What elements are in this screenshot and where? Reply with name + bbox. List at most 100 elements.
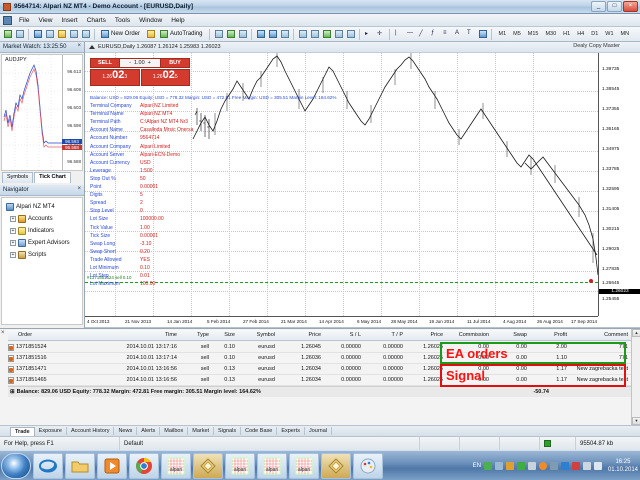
- tray-language[interactable]: EN: [472, 463, 481, 469]
- sell-label[interactable]: SELL: [97, 60, 113, 66]
- zoom-in-icon[interactable]: [255, 29, 266, 40]
- table-row[interactable]: 1371851471 2014.10.01 13:16:56 sell 0.13…: [8, 364, 631, 375]
- col-size[interactable]: Size: [224, 332, 235, 338]
- templates-icon[interactable]: [345, 29, 356, 40]
- metaeditor-icon[interactable]: [145, 29, 156, 40]
- maximize-button[interactable]: □: [607, 1, 622, 12]
- table-row[interactable]: 1371851465 2014.10.01 13:16:56 sell 0.13…: [8, 375, 631, 386]
- period-m30[interactable]: M30: [545, 31, 557, 37]
- market-watch-tick-chart[interactable]: AUDJPY 96.613 96.608 96.603 96.598 96.59…: [1, 54, 83, 171]
- terminal-close-icon[interactable]: ×: [1, 330, 5, 336]
- navigator-item-scripts[interactable]: + Scripts: [4, 249, 80, 261]
- taskbar-item-ie[interactable]: [33, 452, 63, 479]
- data-window-icon[interactable]: [44, 29, 55, 40]
- period-d1[interactable]: D1: [591, 31, 599, 37]
- period-m15[interactable]: M15: [527, 31, 539, 37]
- tab-signals[interactable]: Signals: [214, 427, 242, 435]
- period-m5[interactable]: M5: [513, 31, 521, 37]
- vertical-line-icon[interactable]: |: [394, 30, 397, 36]
- col-comment[interactable]: Comment: [604, 332, 628, 338]
- text-label-icon[interactable]: T: [466, 30, 471, 36]
- volume-field[interactable]: - 1.00 +: [119, 59, 161, 67]
- tray-icon-flag[interactable]: [527, 462, 536, 470]
- taskbar-item-alpari-diamond-2[interactable]: [321, 452, 351, 479]
- tab-exposure[interactable]: Exposure: [35, 427, 67, 435]
- taskbar-item-alpari-2[interactable]: alpari: [225, 452, 255, 479]
- chart-x-axis[interactable]: 4 Oct 2013 21 Nov 2013 14 Jan 2014 5 Feb…: [85, 316, 598, 328]
- tab-journal[interactable]: Journal: [305, 427, 333, 435]
- sell-price-button[interactable]: 1.26 02 3: [90, 69, 140, 86]
- col-time[interactable]: Time: [164, 332, 177, 338]
- menu-help[interactable]: Help: [171, 16, 185, 24]
- profiles-icon[interactable]: [14, 29, 25, 40]
- tab-news[interactable]: News: [114, 427, 138, 435]
- market-watch-close-icon[interactable]: ×: [77, 43, 81, 49]
- expand-icon[interactable]: +: [10, 252, 16, 258]
- menu-window[interactable]: Window: [139, 16, 163, 24]
- timeframes-icon[interactable]: [333, 29, 344, 40]
- col-profit[interactable]: Profit: [554, 332, 567, 338]
- period-h4[interactable]: H4: [577, 31, 585, 37]
- taskbar-item-alpari-3[interactable]: alpari: [257, 452, 287, 479]
- indicators-list-icon[interactable]: [321, 29, 332, 40]
- line-chart-icon[interactable]: [237, 29, 248, 40]
- new-chart-icon[interactable]: [2, 29, 13, 40]
- tab-symbols[interactable]: Symbols: [2, 172, 34, 183]
- period-m1[interactable]: M1: [498, 31, 507, 37]
- tray-icon-blue[interactable]: [494, 462, 503, 470]
- buy-label[interactable]: BUY: [169, 60, 181, 66]
- scroll-up-icon[interactable]: ▲: [632, 329, 640, 337]
- text-icon[interactable]: A: [454, 30, 459, 36]
- tab-alerts[interactable]: Alerts: [137, 427, 161, 435]
- tab-tick-chart[interactable]: Tick Chart: [34, 172, 71, 183]
- col-sl[interactable]: S / L: [349, 332, 361, 338]
- taskbar-item-chrome[interactable]: [129, 452, 159, 479]
- auto-scroll-icon[interactable]: [279, 29, 290, 40]
- market-watch-icon[interactable]: [32, 29, 43, 40]
- tab-mailbox[interactable]: Mailbox: [160, 427, 189, 435]
- autotrading-button[interactable]: AutoTrading: [157, 29, 206, 40]
- chart-plot-area[interactable]: #1371851524 sell 0.10 SELL - 1.00 + BUY …: [85, 53, 640, 316]
- menu-charts[interactable]: Charts: [86, 16, 106, 24]
- navigator-close-icon[interactable]: ×: [77, 186, 81, 192]
- menu-insert[interactable]: Insert: [61, 16, 78, 24]
- tray-icon-firefox[interactable]: [538, 462, 547, 470]
- taskbar-clock[interactable]: 16:25 01.10.2014: [605, 458, 638, 474]
- new-order-button[interactable]: New Order: [98, 29, 144, 40]
- chart-shift-icon[interactable]: [297, 29, 308, 40]
- menu-view[interactable]: View: [38, 16, 53, 24]
- expand-icon[interactable]: +: [10, 228, 16, 234]
- tray-icon-green2[interactable]: [516, 462, 525, 470]
- period-mn[interactable]: MN: [620, 31, 630, 37]
- col-symbol[interactable]: Symbol: [256, 332, 275, 338]
- period-h1[interactable]: H1: [563, 31, 571, 37]
- menu-tools[interactable]: Tools: [114, 16, 131, 24]
- tray-icon-orange[interactable]: [505, 462, 514, 470]
- tray-icon-red[interactable]: [571, 462, 580, 470]
- navigator-item-terminal[interactable]: Alpari NZ MT4: [4, 201, 80, 213]
- cursor-icon[interactable]: ▸: [364, 31, 368, 37]
- menu-file[interactable]: File: [19, 16, 30, 24]
- tab-trade[interactable]: Trade: [10, 426, 35, 436]
- volume-icon[interactable]: [593, 462, 602, 470]
- crosshair-icon[interactable]: ✛: [376, 31, 383, 37]
- summary-expand-icon[interactable]: ⊞: [10, 389, 15, 395]
- volume-dec-icon[interactable]: -: [129, 60, 131, 66]
- fibonacci-icon[interactable]: ƒ: [430, 30, 435, 36]
- one-click-trading-panel[interactable]: SELL - 1.00 + BUY 1.26 02 3 1.26: [90, 58, 190, 86]
- tray-icon-printer[interactable]: [582, 462, 591, 470]
- taskbar-item-alpari-1[interactable]: alpari: [161, 452, 191, 479]
- navigator-item-expert-advisors[interactable]: + Expert Advisors: [4, 237, 80, 249]
- bar-chart-icon[interactable]: [213, 29, 224, 40]
- bluetooth-icon[interactable]: [560, 462, 569, 470]
- taskbar-item-paint[interactable]: [353, 452, 383, 479]
- volume-inc-icon[interactable]: +: [147, 60, 151, 66]
- col-price-open[interactable]: Price: [308, 332, 321, 338]
- trendline-icon[interactable]: ╱: [418, 31, 423, 37]
- terminal-scrollbar[interactable]: ▲ ▼: [631, 329, 640, 425]
- col-commission[interactable]: Commission: [458, 332, 489, 338]
- expand-icon[interactable]: +: [10, 240, 16, 246]
- col-swap[interactable]: Swap: [513, 332, 527, 338]
- chart-window[interactable]: EURUSD,Daily 1.26087 1.26124 1.25983 1.2…: [85, 42, 640, 328]
- taskbar-item-media[interactable]: [97, 452, 127, 479]
